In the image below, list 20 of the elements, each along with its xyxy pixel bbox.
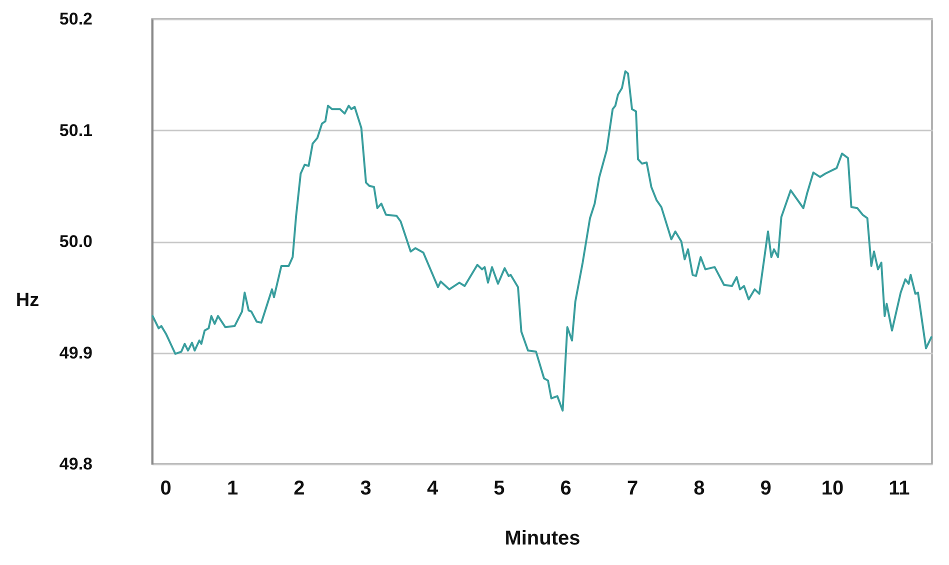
x-tick-label: 9 xyxy=(760,478,772,500)
x-tick-label: 10 xyxy=(821,478,844,500)
y-axis-title: Hz xyxy=(16,290,40,311)
x-tick-label: 11 xyxy=(888,478,910,500)
x-tick-label: 8 xyxy=(694,478,705,500)
x-tick-label: 2 xyxy=(294,478,305,500)
line-series xyxy=(152,70,932,412)
x-tick-label: 5 xyxy=(494,478,505,500)
y-tick-label: 50.2 xyxy=(59,10,92,28)
x-tick-label: 6 xyxy=(560,478,572,500)
x-tick-label: 7 xyxy=(626,478,638,500)
x-tick-label: 0 xyxy=(160,478,172,500)
x-axis-title: Minutes xyxy=(504,528,580,550)
x-tick-label: 1 xyxy=(226,478,238,500)
y-tick-label: 49.8 xyxy=(59,454,92,474)
x-tick-label: 3 xyxy=(360,478,372,500)
y-tick-label: 49.9 xyxy=(59,343,92,362)
x-tick-label: 4 xyxy=(426,478,439,500)
y-tick-label: 50.1 xyxy=(59,120,92,140)
y-tick-label: 50.0 xyxy=(59,232,92,251)
